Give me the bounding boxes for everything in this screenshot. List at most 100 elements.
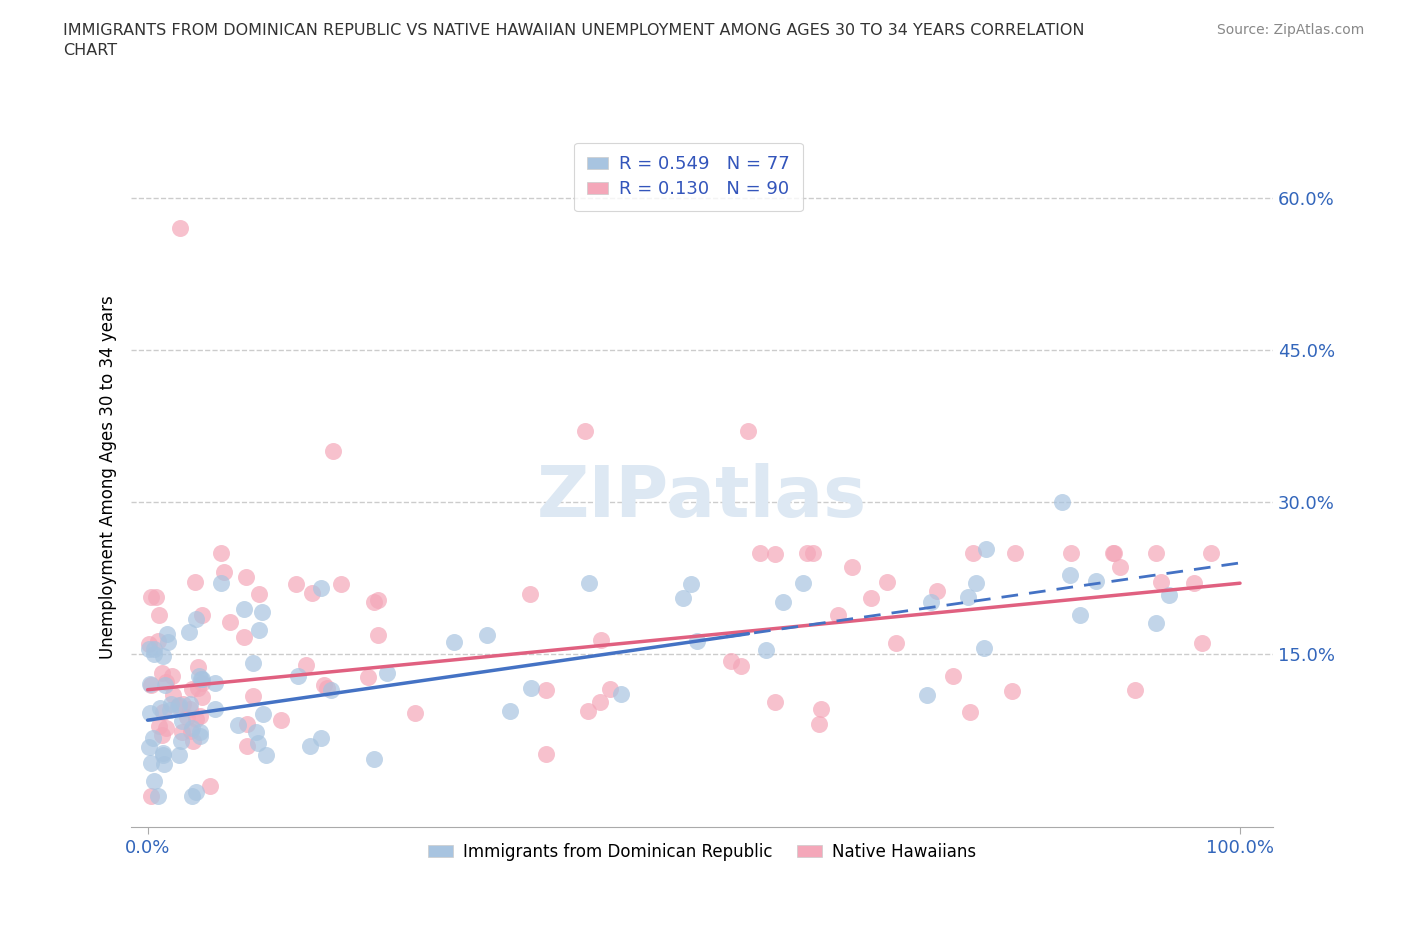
Point [974,542,997,557]
Point [146,789,169,804]
Point [363,751,385,766]
Point [672,591,695,605]
Point [162,687,184,702]
Point [884,635,907,650]
Point [1004,545,1026,560]
Point [138,642,160,657]
Point [322,444,344,458]
Point [942,669,965,684]
Point [204,676,226,691]
Point [226,717,249,732]
Point [159,697,181,711]
Point [141,590,163,604]
Point [179,701,201,716]
Point [143,774,166,789]
Point [143,642,166,657]
Point [534,746,557,761]
Point [152,745,174,760]
Point [312,678,335,693]
Point [1059,545,1081,560]
Point [172,724,194,739]
Point [917,688,939,703]
Point [184,575,207,590]
Point [176,709,198,724]
Point [962,545,984,560]
Point [186,784,208,799]
Point [160,668,183,683]
Point [375,665,398,680]
Point [591,633,613,648]
Point [499,704,522,719]
Point [578,576,600,591]
Y-axis label: Unemployment Among Ages 30 to 34 years: Unemployment Among Ages 30 to 34 years [100,295,117,658]
Point [301,586,323,601]
Point [139,676,162,691]
Point [1059,567,1081,582]
Point [143,646,166,661]
Point [180,724,202,738]
Point [187,660,209,675]
Point [190,675,212,690]
Point [139,755,162,770]
Point [180,789,202,804]
Point [188,708,211,723]
Point [209,576,232,591]
Point [1150,574,1173,589]
Point [294,658,316,672]
Point [321,683,343,698]
Point [172,713,194,728]
Point [309,580,332,595]
Point [959,705,981,720]
Point [142,731,165,746]
Point [198,778,221,793]
Point [204,702,226,717]
Point [1109,560,1132,575]
Point [285,577,308,591]
Point [1199,545,1222,560]
Point [233,630,256,644]
Point [1144,616,1167,631]
Point [1146,545,1168,560]
Point [298,738,321,753]
Point [242,688,264,703]
Point [1085,574,1108,589]
Point [536,683,558,698]
Point [1052,495,1074,510]
Point [169,734,191,749]
Point [188,724,211,739]
Point [810,702,832,717]
Point [973,640,995,655]
Point [138,637,160,652]
Point [249,586,271,601]
Point [965,576,987,591]
Point [827,608,849,623]
Point [152,704,174,719]
Point [159,703,181,718]
Point [270,712,292,727]
Point [681,577,703,591]
Point [801,545,824,560]
Point [1182,575,1205,590]
Point [363,595,385,610]
Point [155,674,177,689]
Point [236,738,259,753]
Point [156,635,179,650]
Point [138,706,160,721]
Point [252,706,274,721]
Point [177,624,200,639]
Point [796,545,818,560]
Point [218,614,240,629]
Point [755,643,778,658]
Point [245,724,267,739]
Point [254,748,277,763]
Point [169,220,191,235]
Point [153,757,176,772]
Point [576,704,599,719]
Point [367,593,389,608]
Point [367,628,389,643]
Point [191,689,214,704]
Point [1001,684,1024,698]
Point [859,591,882,605]
Point [212,565,235,579]
Point [807,716,830,731]
